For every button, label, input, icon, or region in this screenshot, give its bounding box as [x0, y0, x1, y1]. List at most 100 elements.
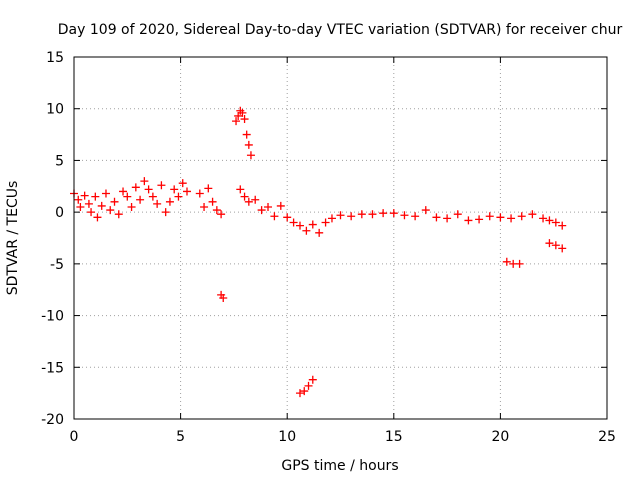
data-point — [212, 206, 221, 215]
data-point — [432, 213, 441, 222]
data-point — [558, 221, 567, 230]
data-point — [545, 216, 554, 225]
data-point — [87, 208, 96, 217]
y-tick-label: 10 — [46, 102, 64, 118]
data-point — [240, 115, 249, 124]
data-point — [236, 106, 245, 115]
data-point — [91, 192, 100, 201]
x-tick-label: 25 — [598, 429, 616, 445]
y-tick-label: 0 — [55, 205, 64, 221]
data-point — [217, 210, 226, 219]
data-point — [485, 212, 494, 221]
data-point — [304, 381, 313, 390]
data-point — [131, 183, 140, 192]
data-point — [119, 187, 128, 196]
y-axis-label: SDTVAR / TECUs — [5, 181, 21, 296]
data-point — [76, 202, 85, 211]
plot-frame — [73, 56, 608, 420]
data-point — [106, 206, 115, 215]
data-point — [114, 210, 123, 219]
data-point — [123, 192, 132, 201]
data-point — [161, 208, 170, 217]
data-point — [528, 210, 537, 219]
data-point — [84, 199, 93, 208]
data-point — [236, 185, 245, 194]
data-point — [295, 389, 304, 398]
data-point — [276, 201, 285, 210]
x-tick-label: 15 — [385, 429, 403, 445]
data-point — [289, 218, 298, 227]
data-point — [74, 195, 83, 204]
data-point — [327, 214, 336, 223]
data-point — [97, 201, 106, 210]
data-point — [244, 140, 253, 149]
data-point — [517, 212, 526, 221]
data-point — [379, 209, 388, 218]
data-point — [347, 212, 356, 221]
data-point — [368, 210, 377, 219]
data-point — [308, 375, 317, 384]
data-point — [336, 211, 345, 220]
data-point — [464, 216, 473, 225]
data-point — [232, 117, 241, 126]
x-tick-label: 20 — [491, 429, 509, 445]
data-point — [204, 184, 213, 193]
y-tick-label: -10 — [41, 309, 64, 325]
data-point — [545, 239, 554, 248]
data-point — [264, 202, 273, 211]
y-tick-label: -15 — [41, 360, 64, 376]
ticks: 0 5 10 15 20 25 15 10 5 0 -5 -10 -15 -20 — [41, 50, 616, 445]
data-point — [295, 221, 304, 230]
data-point — [208, 197, 217, 206]
data-point — [182, 187, 191, 196]
data-point — [539, 214, 548, 223]
data-point — [101, 189, 110, 198]
data-point — [244, 197, 253, 206]
y-tick-label: 15 — [46, 50, 64, 66]
data-points — [70, 106, 567, 398]
data-point — [551, 241, 560, 250]
data-point — [242, 130, 251, 139]
x-tick-label: 10 — [278, 429, 296, 445]
data-point — [234, 111, 243, 120]
data-point — [507, 214, 516, 223]
data-point — [302, 226, 311, 235]
data-point — [80, 191, 89, 200]
chart-title: Day 109 of 2020, Sidereal Day-to-day VTE… — [58, 22, 623, 38]
data-point — [315, 228, 324, 237]
y-tick-label: 5 — [55, 153, 64, 169]
data-point — [421, 206, 430, 215]
data-point — [357, 210, 366, 219]
data-point — [136, 195, 145, 204]
data-point — [411, 212, 420, 221]
x-tick-label: 5 — [176, 429, 185, 445]
data-point — [144, 185, 153, 194]
y-tick-label: -5 — [50, 257, 64, 273]
data-point — [400, 211, 409, 220]
data-point — [148, 192, 157, 201]
x-tick-label: 0 — [70, 429, 79, 445]
data-point — [251, 195, 260, 204]
grid — [74, 57, 607, 419]
data-point — [240, 192, 249, 201]
data-point — [140, 177, 149, 186]
data-point — [283, 213, 292, 222]
data-point — [127, 202, 136, 211]
data-point — [257, 206, 266, 215]
data-point — [246, 151, 255, 160]
data-point — [389, 209, 398, 218]
data-point — [165, 197, 174, 206]
x-axis-label: GPS time / hours — [281, 458, 398, 474]
data-point — [453, 210, 462, 219]
data-point — [502, 257, 511, 266]
data-point — [558, 244, 567, 253]
data-point — [219, 293, 228, 302]
y-tick-label: -20 — [41, 412, 64, 428]
data-point — [157, 181, 166, 190]
data-point — [178, 179, 187, 188]
data-point — [496, 213, 505, 222]
data-point — [321, 218, 330, 227]
data-point — [308, 220, 317, 229]
data-point — [443, 214, 452, 223]
